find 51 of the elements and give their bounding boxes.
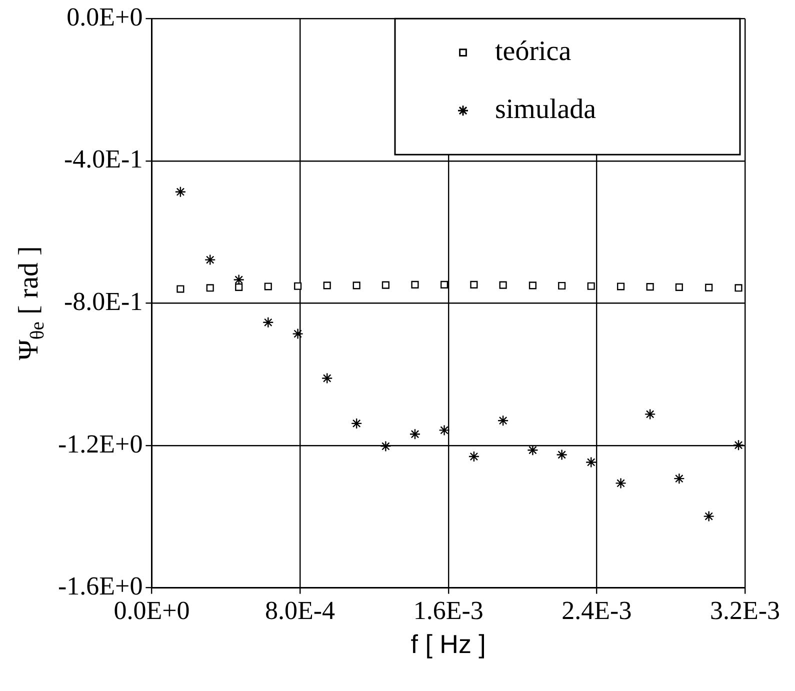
point xyxy=(468,450,480,462)
point xyxy=(616,282,625,290)
point xyxy=(497,415,509,426)
point xyxy=(587,282,595,290)
x-tick-label: 3.2E-3 xyxy=(710,596,780,626)
point xyxy=(527,444,538,456)
point xyxy=(204,254,216,266)
point xyxy=(264,282,272,290)
point xyxy=(646,283,654,291)
y-tick-label: -8.0E-1 xyxy=(64,287,143,316)
y-tick-label: -4.0E-1 xyxy=(64,144,143,174)
point xyxy=(732,440,744,451)
point xyxy=(292,328,304,340)
y-axis-title: Ψθe [ rad ] xyxy=(13,246,49,360)
y-tick-label: 0.0E+0 xyxy=(66,2,143,32)
x-tick-label: 1.6E-3 xyxy=(413,596,484,626)
point xyxy=(350,418,362,430)
point xyxy=(174,186,186,198)
y-tick-label: -1.2E+0 xyxy=(58,429,143,458)
point xyxy=(734,284,742,292)
point xyxy=(586,456,597,468)
point xyxy=(321,372,333,384)
legend-label: simulada xyxy=(495,94,597,125)
point xyxy=(438,424,450,436)
point xyxy=(411,280,419,288)
x-axis-title: f [ Hz ] xyxy=(410,628,486,659)
point xyxy=(705,284,713,292)
legend-label: teórica xyxy=(495,36,572,67)
x-tick-label: 2.4E-3 xyxy=(562,596,632,626)
point xyxy=(703,510,714,522)
point xyxy=(558,282,566,290)
point xyxy=(262,316,274,328)
point xyxy=(644,408,656,420)
x-tick-label: 8.0E-4 xyxy=(265,596,336,626)
point xyxy=(675,283,683,291)
point xyxy=(382,281,390,289)
point xyxy=(470,280,478,288)
point xyxy=(556,449,568,460)
point xyxy=(528,282,536,290)
point xyxy=(409,428,421,440)
point xyxy=(615,478,626,489)
point xyxy=(323,282,331,290)
point xyxy=(380,440,392,452)
point xyxy=(206,284,214,292)
point xyxy=(294,282,302,290)
point xyxy=(499,281,507,289)
point xyxy=(352,282,360,290)
point xyxy=(176,285,184,293)
point xyxy=(235,283,243,291)
point xyxy=(674,472,685,484)
point xyxy=(440,280,448,288)
